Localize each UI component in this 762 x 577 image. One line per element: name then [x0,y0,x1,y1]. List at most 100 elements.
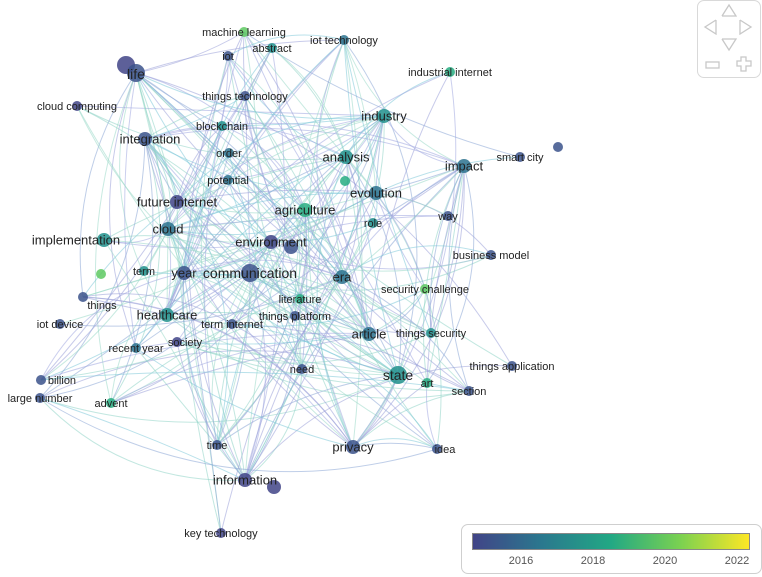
label-smart-city: smart city [496,152,544,164]
network-link [166,152,230,316]
node-things-platform[interactable] [290,311,300,321]
network-link [167,228,246,481]
node-article[interactable] [362,327,376,341]
label-literature: literature [279,294,322,306]
label-information: information [213,473,277,488]
node-term-internet[interactable] [227,319,237,329]
node-implementation[interactable] [97,233,111,247]
node-agriculture[interactable] [298,203,312,217]
network-link [270,241,343,278]
node-things-technology[interactable] [240,91,250,101]
node-machine-learning[interactable] [239,27,249,37]
node-role[interactable] [368,218,378,228]
network-link [40,276,343,381]
node-information[interactable] [238,473,252,487]
network-link [231,288,426,327]
node-billion[interactable] [36,375,46,385]
node-industry[interactable] [377,109,391,123]
node-things-application[interactable] [507,361,517,371]
network-link [167,228,354,448]
network-link [244,298,301,481]
network-link [40,371,470,392]
network-link [40,332,370,381]
network-link [426,165,465,384]
network-link [244,95,370,335]
node-things[interactable] [78,292,88,302]
label-integration: integration [120,132,181,147]
node-evolution[interactable] [369,186,383,200]
node-need[interactable] [297,364,307,374]
node-order[interactable] [224,148,234,158]
network-node[interactable] [284,240,298,254]
node-section[interactable] [464,386,474,396]
network-link [39,374,399,423]
network-link [341,156,359,278]
node-iot[interactable] [223,51,233,61]
node-security-challenge[interactable] [420,284,430,294]
node-literature[interactable] [295,294,305,304]
network-link [135,72,385,120]
network-link [243,31,428,384]
legend-tick-label: 2016 [508,555,534,567]
chevron-up-icon[interactable] [721,3,737,17]
label-machine-learning: machine learning [202,27,286,39]
node-environment[interactable] [264,235,278,249]
node-cloud-computing[interactable] [72,101,82,111]
node-analysis[interactable] [339,150,353,164]
node-society[interactable] [172,337,182,347]
node-advent[interactable] [106,398,116,408]
network-link [144,125,347,158]
network-link [166,314,399,376]
network-node[interactable] [553,142,563,152]
network-link [110,138,161,404]
node-business-model[interactable] [486,250,496,260]
node-smart-city[interactable] [515,152,525,162]
node-state[interactable] [389,366,407,384]
network-link [227,39,345,181]
label-way: way [437,211,458,223]
chevron-left-icon[interactable] [703,19,717,35]
node-abstract[interactable] [267,43,277,53]
network-node[interactable] [96,269,106,279]
node-healthcare[interactable] [160,308,174,322]
label-industry: industry [361,109,407,124]
node-industrial-internet[interactable] [445,67,455,77]
node-year[interactable] [177,266,191,280]
node-potential[interactable] [223,175,233,185]
node-way[interactable] [443,211,453,221]
node-cloud[interactable] [161,222,175,236]
node-time[interactable] [212,440,222,450]
node-iot-device[interactable] [55,319,65,329]
node-era[interactable] [335,270,349,284]
network-node[interactable] [267,480,281,494]
network-link [176,115,385,203]
node-art[interactable] [422,378,432,388]
node-impact[interactable] [457,159,471,173]
network-node[interactable] [340,176,350,186]
node-idea[interactable] [432,444,442,454]
node-key-technology[interactable] [216,528,226,538]
network-link [135,72,178,203]
network-link [227,34,345,57]
node-recent-year[interactable] [131,343,141,353]
network-link [216,374,399,446]
node-large-number[interactable] [35,393,45,403]
node-blockchain[interactable] [217,121,227,131]
node-future-internet[interactable] [170,195,184,209]
network-link [183,152,230,274]
node-life[interactable] [127,64,145,82]
node-communication[interactable] [241,264,259,282]
label-era: era [333,270,353,285]
chevron-down-icon[interactable] [721,38,737,52]
chevron-right-icon[interactable] [739,19,753,35]
node-privacy[interactable] [346,440,360,454]
node-term[interactable] [139,266,149,276]
node-iot-technology[interactable] [339,35,349,45]
node-things-security[interactable] [426,328,436,338]
zoom-in-button[interactable] [736,56,752,72]
label-section: section [452,386,487,398]
node-integration[interactable] [138,132,152,146]
zoom-out-button[interactable] [705,59,721,71]
network-link [375,115,385,194]
